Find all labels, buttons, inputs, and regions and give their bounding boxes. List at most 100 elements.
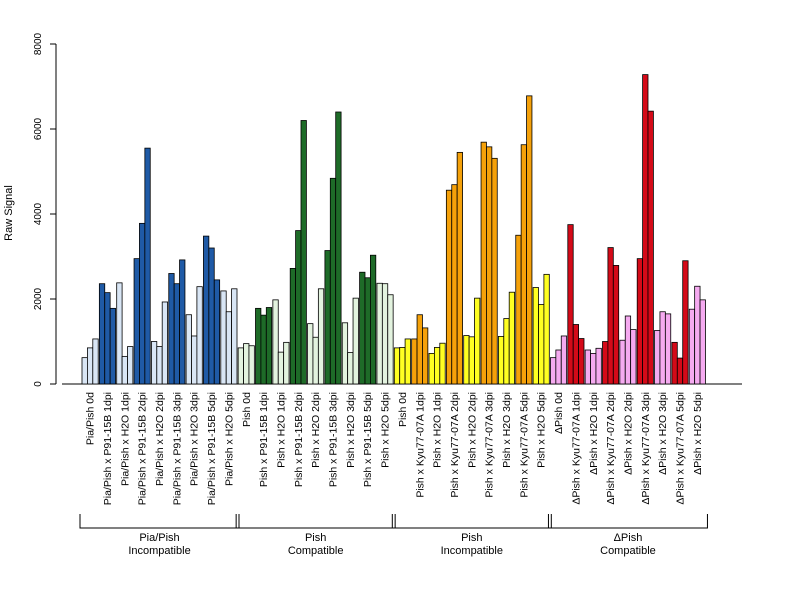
bar (208, 247, 215, 385)
group-label-line2: Compatible (288, 545, 344, 557)
bar (260, 314, 267, 385)
x-tick-label: ΔPish x Kyu77-07A 1dpi (570, 392, 582, 505)
group-label-line1: Pia/Pish (139, 532, 179, 544)
bar (399, 347, 406, 385)
x-tick-label: Pia/Pish x H2O 5dpi (223, 392, 235, 486)
bar (526, 95, 533, 385)
bar (445, 189, 453, 385)
bar (694, 285, 701, 385)
x-tick-label: Pish 0d (241, 392, 253, 427)
bar (265, 307, 273, 385)
bar (312, 336, 319, 385)
group-bracket (547, 514, 708, 529)
bar (369, 254, 377, 385)
bar (127, 346, 134, 385)
bar (468, 336, 475, 385)
bar (329, 177, 337, 385)
bar (324, 250, 331, 385)
x-tick-label: Pish x H2O 1dpi (275, 392, 287, 468)
bar (220, 290, 227, 385)
bar (359, 271, 366, 385)
group-bracket (235, 514, 396, 529)
bar (578, 338, 585, 385)
bar (150, 341, 158, 385)
bar (508, 291, 516, 385)
x-tick-label: Pish 0d (397, 392, 409, 427)
bar (364, 277, 371, 385)
x-tick-label: ΔPish x Kyu77-07A 3dpi (640, 392, 652, 505)
bar (699, 299, 706, 385)
bar (317, 288, 325, 385)
bar (272, 299, 279, 385)
bar (560, 335, 568, 385)
x-tick-label: Pia/Pish 0d (85, 392, 97, 445)
bar (503, 318, 510, 385)
bar (567, 224, 574, 385)
group-brackets: Pia/PishIncompatiblePishCompatiblePishIn… (79, 514, 708, 557)
group-bracket (391, 514, 552, 529)
bar (121, 355, 128, 385)
bar (139, 222, 146, 385)
bar (300, 120, 307, 385)
bar (98, 283, 106, 385)
group-bracket (79, 514, 240, 529)
bar (590, 352, 597, 385)
bar (381, 283, 389, 385)
bar (607, 247, 614, 385)
bar (179, 259, 186, 385)
x-tick-label: Pia/Pish x P91-15B 1dpi (102, 392, 114, 505)
bar (173, 283, 180, 385)
bar (376, 282, 383, 385)
bar (555, 349, 562, 385)
bar (109, 307, 116, 385)
bar (433, 347, 441, 385)
bar (156, 346, 163, 385)
bar (688, 308, 696, 385)
bar (347, 352, 354, 385)
x-tick-label: ΔPish x H2O 3dpi (657, 392, 669, 475)
bar (664, 313, 672, 385)
bar (168, 273, 175, 385)
bar (387, 294, 394, 385)
group-label-line2: Incompatible (441, 545, 503, 557)
bar (682, 260, 689, 385)
x-tick-label: Pish x Kyu77-07A 1dpi (414, 392, 426, 498)
bar (416, 314, 423, 385)
x-tick-label: ΔPish x H2O 2dpi (622, 392, 634, 475)
bar (404, 338, 411, 385)
bar (133, 258, 140, 385)
bar (116, 282, 123, 385)
x-tick-label: Pish x Kyu77-07A 2dpi (449, 392, 461, 498)
x-tick-label: Pia/Pish x P91-15B 5dpi (206, 392, 218, 505)
x-tick-label: ΔPish x H2O 5dpi (692, 392, 704, 475)
bar (463, 335, 470, 385)
bar (612, 265, 620, 385)
bar (237, 347, 244, 385)
x-tick-label: Pish x P91-15B 5dpi (362, 392, 374, 487)
bar (543, 273, 550, 385)
x-tick-label: Pia/Pish x H2O 1dpi (119, 392, 131, 486)
bar (422, 327, 429, 385)
x-tick-label: Pish x H2O 3dpi (501, 392, 513, 468)
bar (352, 297, 359, 385)
x-tick-label: Pia/Pish x P91-15B 2dpi (137, 392, 149, 505)
bar (191, 335, 198, 385)
bar (572, 324, 580, 385)
group-label-line2: Compatible (600, 545, 656, 557)
bar (295, 230, 302, 385)
bar (283, 341, 290, 385)
x-tick-label: Pish x Kyu77-07A 3dpi (484, 392, 496, 498)
x-tick-label: Pish x H2O 3dpi (345, 392, 357, 468)
bar (451, 184, 458, 385)
bar (439, 342, 446, 385)
x-tick-label: Pia/Pish x P91-15B 3dpi (171, 392, 183, 505)
bar (196, 286, 203, 385)
bar (104, 292, 111, 385)
bar (647, 110, 654, 385)
x-tick-label: Pish x P91-15B 2dpi (293, 392, 305, 487)
x-tick-label: Pish x Kyu77-07A 5dpi (518, 392, 530, 498)
x-tick-label: Pish x P91-15B 3dpi (328, 392, 340, 487)
bar (538, 304, 545, 385)
bar (619, 339, 626, 385)
